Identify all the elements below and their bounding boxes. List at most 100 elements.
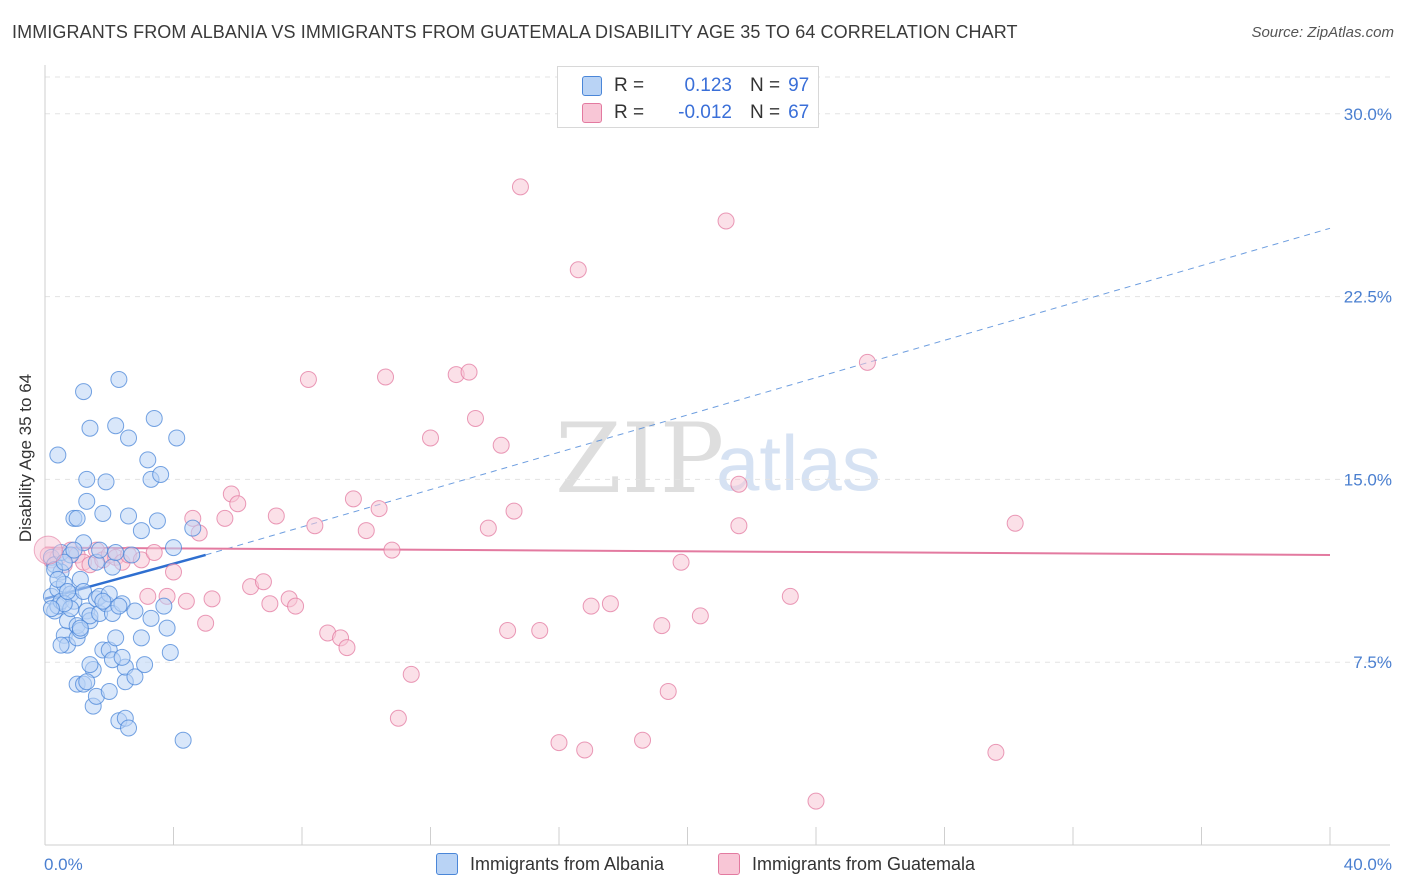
albania-point xyxy=(161,643,179,661)
albania-point xyxy=(97,473,115,491)
guatemala-legend-swatch xyxy=(718,853,740,875)
albania-point xyxy=(126,602,144,620)
guatemala-point xyxy=(460,363,478,381)
albania-point xyxy=(107,417,125,435)
albania-point xyxy=(71,619,89,637)
guatemala-point xyxy=(511,178,529,196)
guatemala-legend-label: Immigrants from Guatemala xyxy=(752,853,976,874)
albania-point xyxy=(75,383,93,401)
guatemala-point xyxy=(357,522,375,540)
guatemala-point xyxy=(389,709,407,727)
guatemala-point xyxy=(383,541,401,559)
albania-point xyxy=(152,466,170,483)
r-label: R = xyxy=(614,102,645,123)
guatemala-point xyxy=(730,475,748,493)
guatemala-point xyxy=(422,429,439,447)
guatemala-point xyxy=(672,553,690,571)
guatemala-point xyxy=(165,563,182,581)
albania-point xyxy=(126,668,144,686)
guatemala-point xyxy=(730,517,748,535)
guatemala-point xyxy=(299,370,317,388)
albania-point xyxy=(78,492,96,510)
guatemala-point xyxy=(33,535,63,565)
albania-point xyxy=(110,370,128,388)
guatemala-point xyxy=(377,368,395,386)
guatemala-trend-line xyxy=(44,546,1331,556)
guatemala-point xyxy=(254,573,272,591)
albania-point xyxy=(91,541,109,559)
guatemala-point xyxy=(659,682,677,700)
albania-point xyxy=(142,609,160,627)
guatemala-point xyxy=(177,592,195,610)
albania-point xyxy=(110,597,128,615)
legend-row-albania: R = 0.123 N = 97 xyxy=(582,73,809,99)
r-label: R = xyxy=(614,75,645,96)
albania-swatch xyxy=(582,76,602,96)
albania-trend-extension xyxy=(205,227,1331,556)
y-tick-label: 7.5% xyxy=(1353,653,1392,672)
source-credit: Source: ZipAtlas.com xyxy=(1251,24,1394,41)
albania-legend-label: Immigrants from Albania xyxy=(470,853,665,874)
guatemala-point xyxy=(781,587,799,605)
axes xyxy=(44,65,1390,846)
guatemala-point xyxy=(634,731,652,749)
guatemala-point xyxy=(1006,514,1024,532)
albania-point xyxy=(184,519,202,537)
guatemala-r-value: -0.012 xyxy=(678,102,732,123)
albania-n-value: 97 xyxy=(788,75,810,96)
albania-point xyxy=(155,597,173,615)
guatemala-point xyxy=(582,597,600,615)
guatemala-point xyxy=(601,595,619,613)
x-tick-label-max: 40.0% xyxy=(1344,855,1392,874)
albania-point xyxy=(81,419,99,437)
albania-point xyxy=(52,636,70,654)
albania-point xyxy=(58,583,76,600)
albania-point xyxy=(165,539,182,557)
guatemala-point xyxy=(531,622,549,639)
legend-row-guatemala: R = -0.012 N = 67 xyxy=(582,100,809,126)
guatemala-point xyxy=(505,502,523,520)
albania-point xyxy=(49,570,67,588)
albania-point xyxy=(120,429,138,447)
guatemala-point xyxy=(576,741,594,759)
albania-point xyxy=(107,629,125,647)
guatemala-point xyxy=(807,792,825,810)
albania-point xyxy=(145,409,163,427)
guatemala-point xyxy=(691,607,709,625)
guatemala-point xyxy=(550,734,568,752)
y-tick-label: 15.0% xyxy=(1344,470,1392,489)
albania-point xyxy=(132,522,150,540)
albania-point xyxy=(148,512,166,530)
guatemala-point xyxy=(261,595,279,613)
guatemala-point xyxy=(479,519,497,537)
n-label: N = xyxy=(750,102,781,123)
chart-title: IMMIGRANTS FROM ALBANIA VS IMMIGRANTS FR… xyxy=(12,22,1018,42)
guatemala-point xyxy=(653,617,671,635)
guatemala-point xyxy=(717,212,735,230)
guatemala-n-value: 67 xyxy=(788,102,810,123)
albania-point xyxy=(65,541,83,559)
albania-point xyxy=(68,509,86,527)
guatemala-point xyxy=(466,409,484,427)
albania-point xyxy=(100,682,118,700)
guatemala-point xyxy=(306,517,324,535)
albania-point xyxy=(55,553,73,571)
albania-point xyxy=(113,648,131,666)
albania-point xyxy=(103,558,121,576)
guatemala-point xyxy=(197,614,215,632)
guatemala-point xyxy=(145,544,163,561)
albania-point xyxy=(120,719,138,737)
albania-point xyxy=(139,451,157,469)
guatemala-point xyxy=(338,639,356,657)
guatemala-point xyxy=(987,743,1005,761)
albania-point xyxy=(42,600,60,618)
guatemala-point xyxy=(203,590,221,608)
albania-r-value: 0.123 xyxy=(684,75,732,96)
albania-point xyxy=(49,446,67,464)
watermark-zip: ZIP xyxy=(555,403,724,515)
albania-point xyxy=(78,673,96,691)
guatemala-point xyxy=(402,665,420,683)
guatemala-point xyxy=(569,261,587,279)
albania-point xyxy=(136,656,154,674)
